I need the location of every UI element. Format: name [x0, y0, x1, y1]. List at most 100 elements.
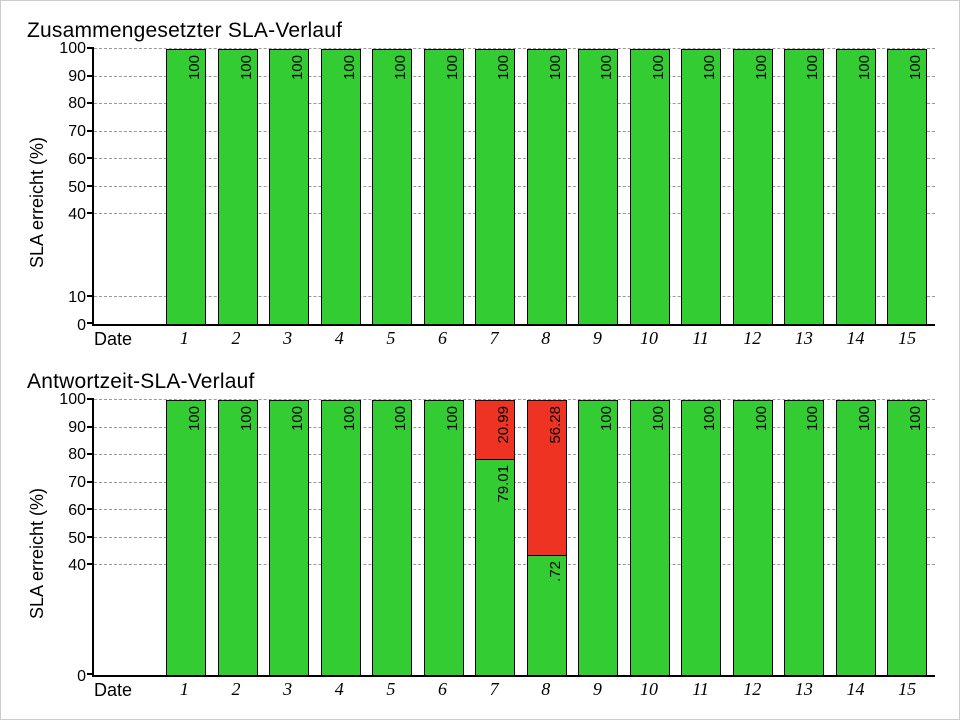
- bar-value-label: 100: [856, 55, 873, 80]
- x-tick-slot: 14: [830, 326, 882, 356]
- bar: 100: [321, 400, 361, 675]
- bar: 100: [630, 49, 670, 324]
- bar-value-label: 100: [804, 55, 821, 80]
- bar-segment: 56.28: [528, 401, 566, 555]
- bar-value-label: 100: [186, 55, 203, 80]
- x-tick-label: 4: [335, 679, 344, 700]
- bar-slot: 100: [830, 49, 882, 324]
- y-tick-label: 40: [68, 557, 86, 575]
- bar-slot: 100: [727, 400, 779, 675]
- x-axis-title: Date: [94, 329, 132, 350]
- bar: 100: [681, 49, 721, 324]
- bar-slot: 100: [778, 400, 830, 675]
- y-axis-label: SLA erreicht (%): [25, 49, 48, 356]
- bar-slot: 100: [881, 49, 933, 324]
- bar-segment: 100: [528, 50, 566, 324]
- bar-segment: 100: [425, 50, 463, 324]
- x-tick-label: 5: [386, 328, 395, 349]
- bar-slot: 100: [624, 400, 676, 675]
- bar-slot: 100: [212, 49, 264, 324]
- x-tick-label: 6: [438, 679, 447, 700]
- x-tick-slot: 1: [159, 677, 211, 707]
- y-tick-label: 70: [68, 474, 86, 492]
- chart-panel-1: Antwortzeit-SLA-VerlaufSLA erreicht (%)0…: [25, 370, 935, 707]
- y-tick-label: 40: [68, 206, 86, 224]
- bar: 100: [784, 49, 824, 324]
- bar: 100: [218, 49, 258, 324]
- x-tick-slot: 3: [262, 677, 314, 707]
- x-axis: Date123456789101112131415: [92, 326, 935, 356]
- x-tick-label: 13: [795, 679, 813, 700]
- x-tick-slot: 8: [520, 326, 572, 356]
- x-tick-slot: 12: [726, 677, 778, 707]
- bar: 100: [166, 49, 206, 324]
- bar-value-label: 100: [753, 55, 770, 80]
- bar-slot: 100: [881, 400, 933, 675]
- bar-slot: 100: [212, 400, 264, 675]
- bar-segment: .72: [528, 555, 566, 675]
- bar-value-label: 100: [289, 55, 306, 80]
- bar-value-label: 79.01: [495, 465, 512, 503]
- bar: 100: [424, 49, 464, 324]
- x-tick-slot: 5: [365, 677, 417, 707]
- bar-segment: 100: [219, 401, 257, 675]
- x-tick-label: 12: [743, 679, 761, 700]
- bar-segment: 100: [425, 401, 463, 675]
- bar-segment: 100: [579, 401, 617, 675]
- x-tick-label: 15: [898, 328, 916, 349]
- bar-slot: 100: [469, 49, 521, 324]
- bar-segment: 100: [682, 401, 720, 675]
- bar-value-label: 100: [701, 406, 718, 431]
- bar-value-label: 100: [547, 55, 564, 80]
- bar-value-label: 100: [495, 55, 512, 80]
- x-tick-label: 7: [490, 679, 499, 700]
- bar-slot: 100: [521, 49, 573, 324]
- y-tick-label: 100: [59, 40, 86, 58]
- chart-title: Zusammengesetzter SLA-Verlauf: [27, 19, 935, 43]
- x-tick-slot: 11: [675, 677, 727, 707]
- bars-container: 10010010010010010079.0120.99.7256.281001…: [94, 400, 935, 675]
- bar-value-label: 100: [186, 406, 203, 431]
- bar: .72 56.28: [527, 400, 567, 675]
- bar-segment: 100: [888, 401, 926, 675]
- bar-segment: 100: [734, 401, 772, 675]
- bar-segment: 100: [631, 50, 669, 324]
- bar-value-label: .72: [547, 561, 564, 582]
- bar: 100: [269, 400, 309, 675]
- bar-slot: 100: [830, 400, 882, 675]
- bar-slot: 100: [572, 400, 624, 675]
- bar-segment: 100: [322, 401, 360, 675]
- bar-value-label: 100: [392, 406, 409, 431]
- bar-segment: 100: [837, 401, 875, 675]
- x-tick-slot: 13: [778, 326, 830, 356]
- bar-slot: 100: [263, 49, 315, 324]
- bar-value-label: 100: [238, 55, 255, 80]
- bar-segment: 100: [167, 50, 205, 324]
- sla-charts-frame: Zusammengesetzter SLA-Verlauf SLA erreich…: [0, 0, 960, 720]
- bar: 100: [836, 400, 876, 675]
- bar-slot: 100: [572, 49, 624, 324]
- x-tick-label: 7: [490, 328, 499, 349]
- y-tick-label: 100: [59, 391, 86, 409]
- x-tick-label: 1: [180, 679, 189, 700]
- x-tick-label: 11: [692, 328, 709, 349]
- y-tick-label: 0: [77, 317, 86, 335]
- bar-value-label: 100: [444, 406, 461, 431]
- x-tick-label: 2: [231, 679, 240, 700]
- y-tick-label: 90: [68, 68, 86, 86]
- y-tick-label: 90: [68, 419, 86, 437]
- bar-slot: 100: [315, 400, 367, 675]
- x-tick-slot: 8: [520, 677, 572, 707]
- bar-slot: 100: [315, 49, 367, 324]
- x-tick-slot: 9: [572, 326, 624, 356]
- bar: 100: [321, 49, 361, 324]
- bar-segment: 100: [785, 401, 823, 675]
- bar-segment: 100: [888, 50, 926, 324]
- bar: 100: [733, 49, 773, 324]
- x-tick-label: 11: [692, 679, 709, 700]
- bar-slot: 100: [675, 49, 727, 324]
- bar-value-label: 100: [444, 55, 461, 80]
- bar-slot: 100: [160, 400, 212, 675]
- x-tick-slot: 3: [262, 326, 314, 356]
- y-axis-label: SLA erreicht (%): [25, 400, 48, 707]
